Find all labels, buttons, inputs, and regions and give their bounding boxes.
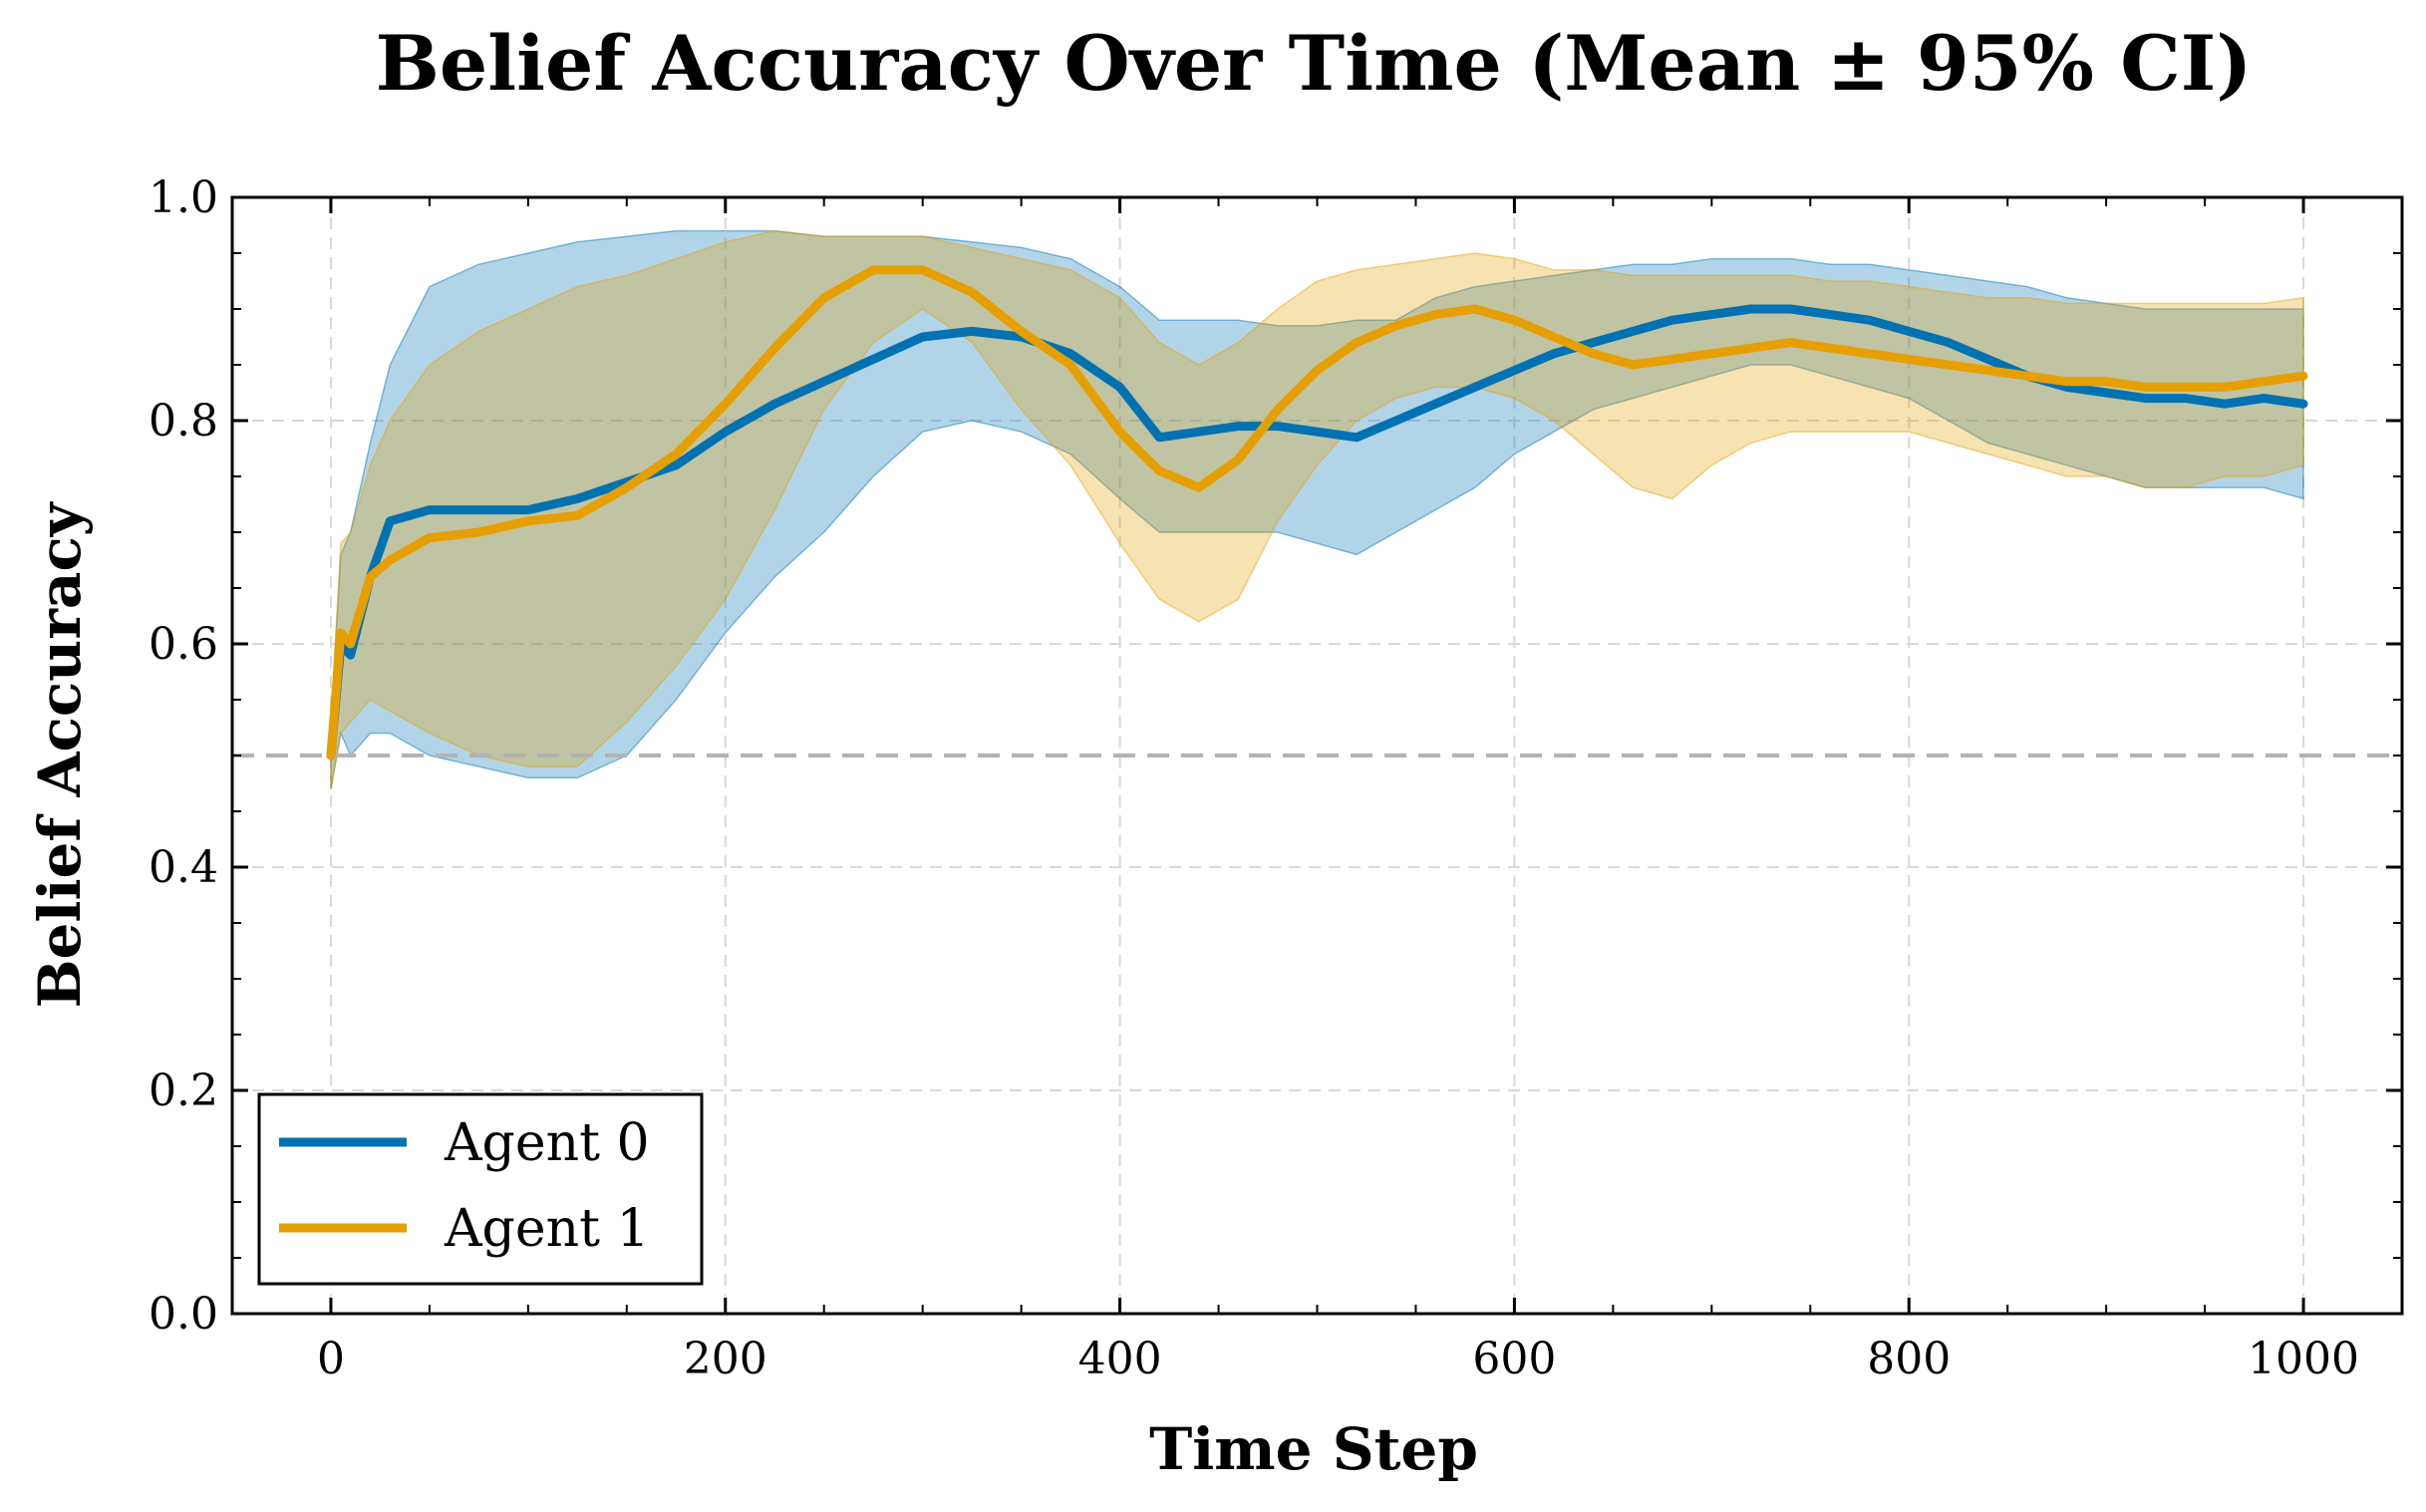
y-tick-label: 0.8 (149, 396, 218, 447)
x-tick-label: 0 (317, 1334, 345, 1384)
x-tick-label: 1000 (2248, 1334, 2359, 1384)
y-axis-label: Belief Accuracy (26, 500, 94, 1008)
mean-line-agent-0 (326, 304, 2308, 760)
x-axis-label: Time Step (1149, 1415, 1478, 1483)
x-tick-label: 400 (1078, 1334, 1162, 1384)
mean-line-agent-1 (326, 265, 2308, 760)
legend-label-agent-1: Agent 1 (444, 1199, 650, 1259)
mean-lines (326, 265, 2308, 760)
y-tick-label: 0.4 (149, 842, 218, 893)
ci-band-agent-0 (330, 229, 2304, 789)
y-tick-label: 1.0 (149, 172, 218, 223)
legend-label-agent-0: Agent 0 (444, 1113, 650, 1173)
legend: Agent 0 Agent 1 (257, 1092, 704, 1286)
x-tick-label: 200 (684, 1334, 767, 1384)
y-tick-label: 0.2 (149, 1065, 218, 1116)
y-tick-label: 0.6 (149, 619, 218, 670)
legend-box (257, 1092, 704, 1286)
axis-ticks: 0 200 400 600 800 1000 0.0 0.2 0.4 0.6 0.8 1.0 (149, 172, 2403, 1384)
chart-title: Belief Accuracy Over Time (Mean ± 95% CI… (376, 19, 2253, 108)
x-tick-label: 600 (1472, 1334, 1556, 1384)
y-tick-label: 0.0 (149, 1289, 218, 1340)
x-tick-label: 800 (1867, 1334, 1951, 1384)
